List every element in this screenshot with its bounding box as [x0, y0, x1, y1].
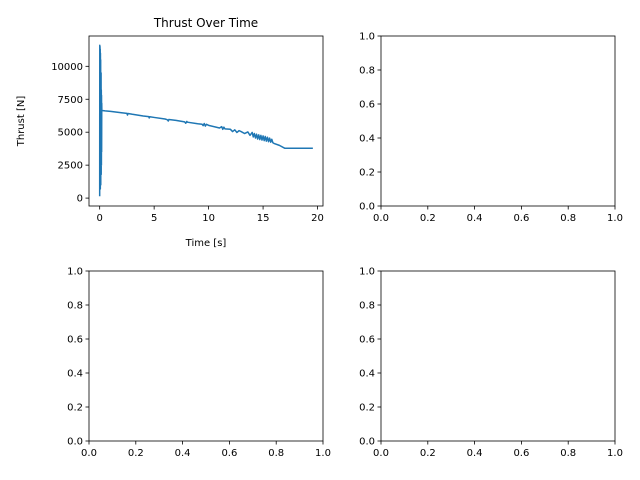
y-tick-label: 0.8 [359, 301, 375, 312]
y-tick-label: 0.0 [359, 202, 375, 213]
x-tick-label: 5 [151, 213, 157, 224]
axes-frame [88, 270, 324, 442]
y-tick-label: 0 [77, 194, 83, 205]
chart-title: Thrust Over Time [153, 16, 258, 30]
y-tick-label: 1.0 [359, 267, 375, 278]
x-tick-label: 0.2 [420, 213, 436, 224]
y-tick-label: 0.2 [359, 403, 375, 414]
y-tick-label: 0.4 [67, 369, 83, 380]
x-tick-label: 0.4 [175, 448, 191, 459]
y-tick-label: 7500 [58, 95, 83, 106]
thrust-series-line [98, 44, 313, 197]
y-tick-label: 5000 [58, 128, 83, 139]
y-tick-label: 0.6 [67, 335, 83, 346]
y-tick-label: 0.4 [359, 134, 375, 145]
x-tick-label: 0.0 [373, 213, 389, 224]
axes-frame [88, 35, 324, 207]
x-tick-label: 1.0 [607, 448, 623, 459]
y-tick-label: 0.6 [359, 100, 375, 111]
x-tick-label: 0.6 [513, 448, 529, 459]
y-tick-label: 0.2 [67, 403, 83, 414]
x-tick-label: 0.4 [467, 448, 483, 459]
y-tick-label: 1.0 [359, 32, 375, 43]
y-tick-label: 0.0 [67, 437, 83, 448]
x-tick-label: 1.0 [607, 213, 623, 224]
x-tick-label: 20 [311, 213, 324, 224]
y-tick-label: 2500 [58, 161, 83, 172]
y-tick-label: 0.8 [67, 301, 83, 312]
y-axis-label: Thrust [N] [16, 96, 27, 148]
x-tick-label: 0.6 [513, 213, 529, 224]
y-tick-label: 0.0 [359, 437, 375, 448]
y-tick-label: 0.6 [359, 335, 375, 346]
x-tick-label: 0.8 [560, 448, 576, 459]
x-tick-label: 0.8 [268, 448, 284, 459]
x-tick-label: 0.4 [467, 213, 483, 224]
x-tick-label: 0.2 [128, 448, 144, 459]
thrust-chart: 0 5 10 15 20 0 2500 5000 7500 10000 Thrust Over Ti… [16, 16, 324, 249]
x-tick-label: 0.6 [221, 448, 237, 459]
x-tick-label: 0.0 [373, 448, 389, 459]
x-tick-label: 0.0 [81, 448, 97, 459]
x-tick-label: 0.2 [420, 448, 436, 459]
empty-chart-bottom-left: 0.0 0.2 0.4 0.6 0.8 1.0 0.0 0.2 0.4 0.6 0.8 1.0 [67, 267, 331, 460]
x-axis-label: Time [s] [185, 238, 227, 249]
x-tick-label: 15 [257, 213, 270, 224]
y-tick-label: 0.4 [359, 369, 375, 380]
x-tick-label: 0 [96, 213, 102, 224]
y-tick-label: 0.2 [359, 168, 375, 179]
y-tick-label: 0.8 [359, 66, 375, 77]
x-tick-label: 10 [202, 213, 215, 224]
y-tick-label: 10000 [51, 62, 83, 73]
axes-frame [380, 35, 616, 207]
empty-chart-bottom-right: 0.0 0.2 0.4 0.6 0.8 1.0 0.0 0.2 0.4 0.6 0.8 1.0 [359, 267, 623, 460]
empty-chart-top-right: 0.0 0.2 0.4 0.6 0.8 1.0 0.0 0.2 0.4 0.6 0.8 1.0 [359, 32, 623, 225]
x-tick-label: 0.8 [560, 213, 576, 224]
axes-frame [380, 270, 616, 442]
x-tick-label: 1.0 [315, 448, 331, 459]
y-tick-label: 1.0 [67, 267, 83, 278]
